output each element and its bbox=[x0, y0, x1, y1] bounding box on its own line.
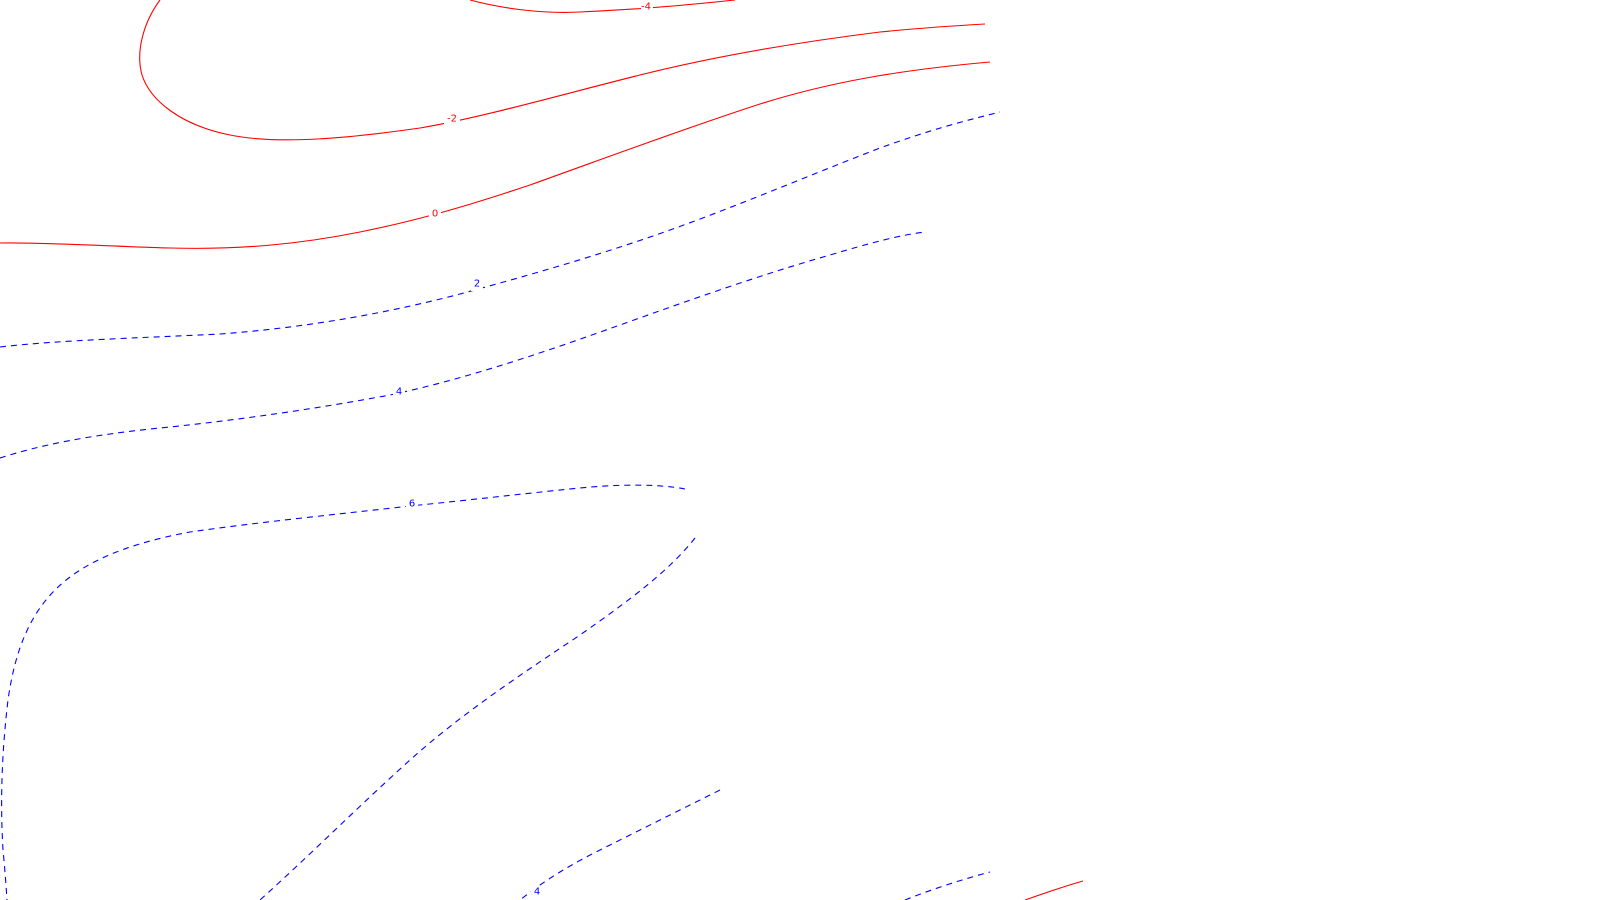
contour-label-bg bbox=[429, 208, 441, 221]
contour-label-bg bbox=[641, 1, 653, 14]
contour-line-fragment-red bbox=[1024, 880, 1084, 900]
contour-line-4-lower bbox=[519, 789, 721, 900]
contour-label-4: 4 bbox=[396, 387, 402, 398]
contour-line-neg4 bbox=[469, 0, 736, 13]
contour-line-fragment-blue bbox=[904, 871, 991, 900]
contour-line-2 bbox=[0, 111, 1001, 348]
contour-label-2: 2 bbox=[474, 279, 480, 290]
contour-label-bg bbox=[531, 886, 543, 899]
contour-label-bg bbox=[406, 498, 418, 511]
contour-label-neg4: -4 bbox=[641, 2, 651, 13]
contour-label-neg2: -2 bbox=[447, 114, 457, 125]
contour-line-6 bbox=[1, 484, 686, 900]
contour-label-bg bbox=[444, 113, 460, 126]
contour-label-bg bbox=[471, 278, 483, 291]
contour-label-bg bbox=[393, 386, 405, 399]
contour-label-0: 0 bbox=[432, 209, 438, 220]
contour-line-0 bbox=[0, 61, 991, 249]
contour-label-6: 6 bbox=[409, 499, 415, 510]
contour-label-4-lower: 4 bbox=[534, 887, 540, 898]
contour-line-4 bbox=[0, 231, 926, 459]
